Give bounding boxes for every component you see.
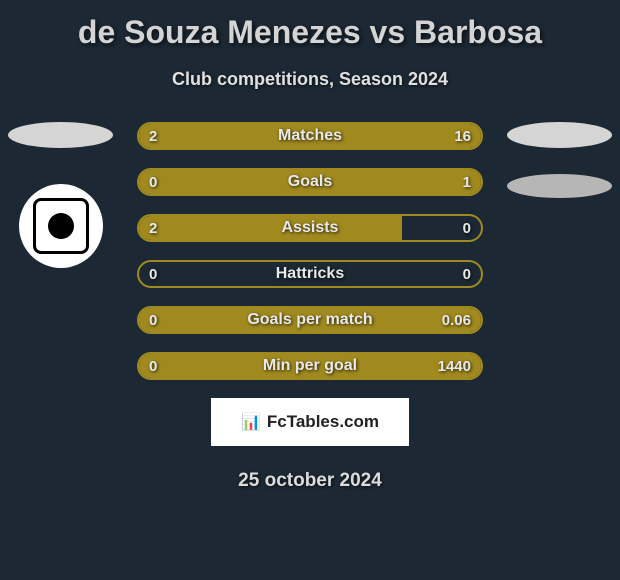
watermark: 📊 FcTables.com	[211, 398, 409, 446]
stat-right-value: 0	[463, 216, 471, 240]
stat-right-value: 16	[454, 124, 471, 148]
stat-label: Matches	[139, 124, 481, 148]
stat-row-goals-per-match: 0 Goals per match 0.06	[137, 306, 483, 334]
stat-row-hattricks: 0 Hattricks 0	[137, 260, 483, 288]
stat-row-assists: 2 Assists 0	[137, 214, 483, 242]
stats-area: 2 Matches 16 0 Goals 1 2 Assists 0	[0, 122, 620, 380]
stat-bars: 2 Matches 16 0 Goals 1 2 Assists 0	[137, 122, 483, 380]
stat-label: Hattricks	[139, 262, 481, 286]
stat-row-min-per-goal: 0 Min per goal 1440	[137, 352, 483, 380]
watermark-text: FcTables.com	[267, 412, 379, 432]
stat-right-value: 1440	[438, 354, 471, 378]
stat-right-value: 0	[463, 262, 471, 286]
chart-icon: 📊	[241, 412, 261, 432]
stat-right-value: 0.06	[442, 308, 471, 332]
date-text: 25 october 2024	[0, 470, 620, 492]
stat-label: Assists	[139, 216, 481, 240]
stat-right-value: 1	[463, 170, 471, 194]
stat-row-goals: 0 Goals 1	[137, 168, 483, 196]
comparison-infographic: de Souza Menezes vs Barbosa Club competi…	[0, 0, 620, 580]
stat-label: Goals	[139, 170, 481, 194]
stat-label: Min per goal	[139, 354, 481, 378]
subtitle: Club competitions, Season 2024	[0, 69, 620, 90]
player-right-crest-placeholder-2	[507, 174, 612, 198]
player-right-crest-placeholder	[507, 122, 612, 148]
page-title: de Souza Menezes vs Barbosa	[0, 0, 620, 51]
club-logo-icon	[19, 184, 103, 268]
stat-row-matches: 2 Matches 16	[137, 122, 483, 150]
stat-label: Goals per match	[139, 308, 481, 332]
player-left-crest-placeholder	[8, 122, 113, 148]
